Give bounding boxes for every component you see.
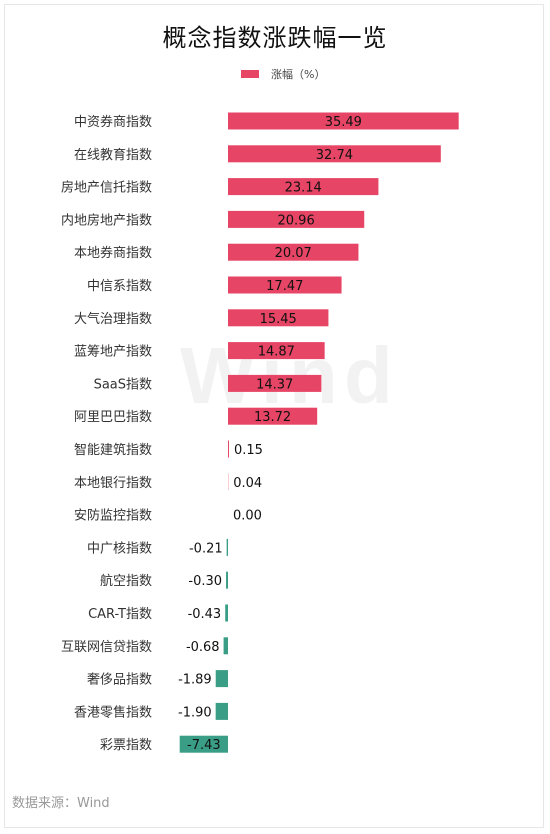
- category-label: 阿里巴巴指数: [74, 410, 152, 425]
- bar: [223, 637, 228, 655]
- value-label: 0.04: [233, 476, 262, 491]
- bar: [225, 604, 228, 622]
- chart-title: 概念指数涨跌幅一览: [162, 24, 388, 52]
- category-label: 在线教育指数: [74, 147, 152, 163]
- data-source: 数据来源：Wind: [12, 796, 110, 811]
- category-label: 香港零售指数: [74, 704, 152, 720]
- value-label: 0.15: [234, 443, 263, 458]
- category-label: 中资券商指数: [74, 114, 152, 130]
- value-label: -7.43: [187, 738, 221, 753]
- category-label: 航空指数: [100, 573, 152, 589]
- value-label: 20.96: [278, 213, 315, 228]
- value-label: 14.37: [256, 377, 293, 392]
- category-label: 本地券商指数: [74, 245, 152, 261]
- chart-frame: [4, 4, 544, 828]
- value-label: 20.07: [275, 246, 312, 261]
- category-label: 大气治理指数: [74, 311, 152, 327]
- value-label: 17.47: [266, 279, 303, 294]
- value-label: 14.87: [258, 345, 295, 360]
- value-label: -0.43: [188, 607, 222, 622]
- category-label: 中信系指数: [87, 279, 152, 294]
- value-label: -0.30: [188, 574, 222, 589]
- bar: [228, 276, 342, 294]
- bar: [179, 735, 228, 753]
- legend-swatch: [241, 70, 259, 78]
- bar: [228, 440, 229, 458]
- value-label: 15.45: [260, 312, 297, 327]
- category-label: 内地房地产指数: [61, 212, 152, 228]
- category-label: CAR-T指数: [88, 607, 152, 622]
- bar: [228, 178, 379, 196]
- category-label: 安防监控指数: [74, 508, 152, 524]
- bar: [226, 571, 228, 589]
- value-label: 13.72: [254, 410, 291, 425]
- category-label: 奢侈品指数: [87, 673, 152, 688]
- category-label: 中广核指数: [87, 541, 152, 556]
- bar: [215, 670, 228, 688]
- value-label: 35.49: [325, 115, 362, 130]
- value-label: -0.68: [186, 640, 220, 655]
- category-label: 房地产信托指数: [61, 180, 152, 196]
- category-label: SaaS指数: [94, 377, 152, 392]
- value-label: 0.00: [233, 509, 262, 524]
- category-label: 互联网信贷指数: [61, 640, 152, 655]
- legend-label: 涨幅（%）: [271, 68, 326, 81]
- bar: [228, 243, 359, 261]
- bar: [228, 407, 318, 425]
- bar: [228, 210, 365, 228]
- bar: [228, 309, 329, 327]
- value-label: 23.14: [285, 181, 322, 196]
- category-label: 蓝筹地产指数: [74, 344, 152, 360]
- value-label: -0.21: [189, 541, 223, 556]
- legend: 涨幅（%）: [241, 66, 325, 82]
- value-label: -1.90: [178, 705, 212, 720]
- category-label: 彩票指数: [100, 738, 152, 753]
- bar: [228, 342, 325, 360]
- value-label: -1.89: [178, 673, 212, 688]
- category-label: 本地银行指数: [74, 476, 152, 491]
- category-label: 智能建筑指数: [74, 442, 152, 458]
- bar: [228, 374, 322, 392]
- bar: [226, 538, 228, 556]
- bar: [215, 702, 228, 720]
- bar: [228, 145, 441, 163]
- value-label: 32.74: [316, 148, 353, 163]
- bar: [228, 112, 459, 130]
